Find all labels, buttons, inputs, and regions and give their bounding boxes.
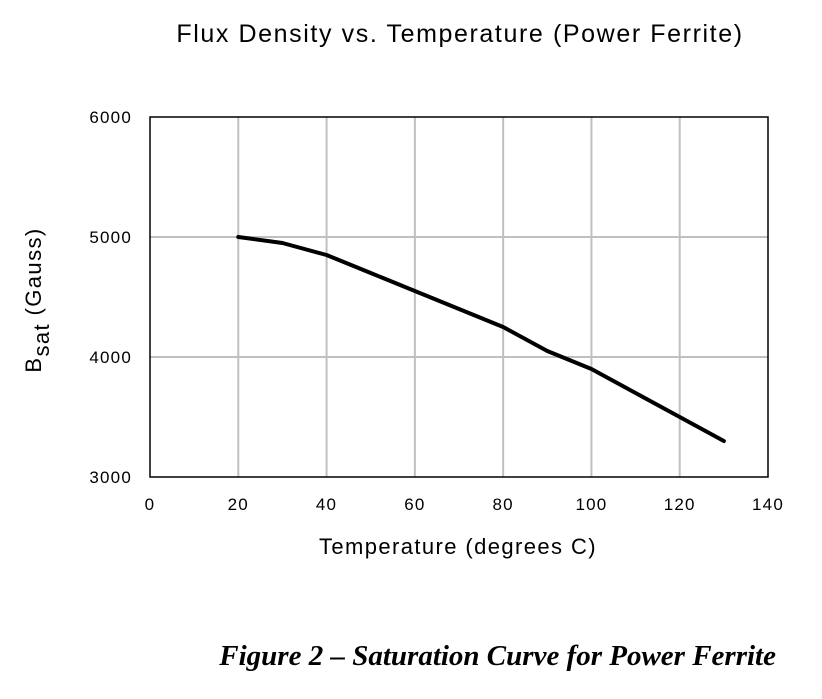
plot-frame xyxy=(149,116,769,478)
x-tick-labels: 0 20 40 60 80 100 120 140 xyxy=(145,495,784,514)
grid-lines xyxy=(150,117,768,477)
x-tick-label: 80 xyxy=(492,495,513,514)
series-line xyxy=(236,235,726,443)
y-axis-label-suffix: (Gauss) xyxy=(21,227,46,323)
series-layer xyxy=(236,235,726,443)
chart-title: Flux Density vs. Temperature (Power Ferr… xyxy=(176,20,743,48)
y-tick-label: 4000 xyxy=(89,348,132,367)
y-tick-label: 6000 xyxy=(89,108,132,127)
x-axis-label: Temperature (degrees C) xyxy=(319,534,597,559)
x-tick-label: 120 xyxy=(664,495,696,514)
x-tick-label: 140 xyxy=(752,495,784,514)
x-tick-label: 60 xyxy=(404,495,425,514)
y-axis-label-subscript: sat xyxy=(29,323,54,357)
y-tick-label: 3000 xyxy=(89,468,132,487)
y-tick-label: 5000 xyxy=(89,228,132,247)
figure-caption: Figure 2 – Saturation Curve for Power Fe… xyxy=(218,640,776,672)
y-axis-label: Bsat (Gauss) xyxy=(21,227,54,372)
y-tick-labels: 3000 4000 5000 6000 xyxy=(89,108,132,487)
x-tick-label: 40 xyxy=(316,495,337,514)
x-tick-label: 0 xyxy=(145,495,156,514)
x-tick-label: 20 xyxy=(228,495,249,514)
y-axis-label-main: B xyxy=(21,357,46,373)
x-tick-label: 100 xyxy=(575,495,607,514)
